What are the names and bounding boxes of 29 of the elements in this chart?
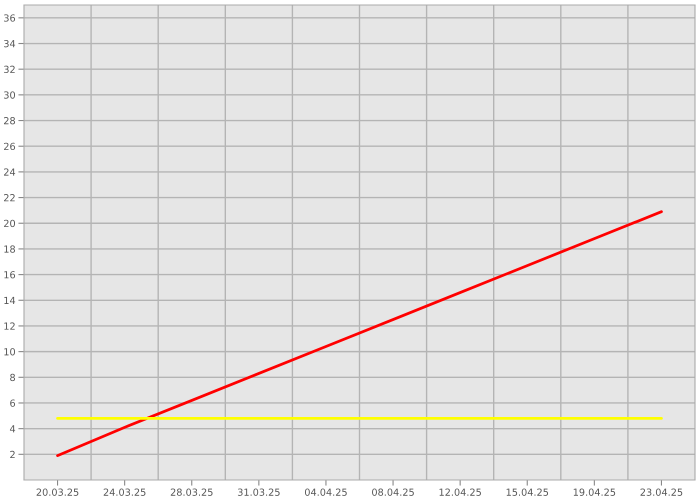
y-tick-label: 28 — [4, 117, 15, 124]
y-tick-label: 26 — [4, 142, 16, 150]
x-tick-label: 04.04.25 — [304, 488, 347, 496]
y-tick-label: 32 — [4, 66, 15, 74]
x-tick-label: 28.03.25 — [170, 488, 213, 496]
y-tick-label: 16 — [4, 271, 16, 278]
x-tick-label: 12.04.25 — [440, 488, 481, 496]
x-tick-label: 23.04.25 — [640, 488, 682, 496]
y-tick-label: 34 — [4, 40, 16, 48]
x-tick-label: 15.04.25 — [506, 488, 548, 496]
y-tick-label: 24 — [4, 168, 16, 176]
x-tick-label: 31.03.25 — [238, 488, 280, 496]
y-tick-label: 10 — [4, 348, 16, 356]
y-tick-label: 4 — [10, 425, 16, 432]
y-tick-label: 18 — [4, 245, 15, 253]
y-tick-label: 36 — [4, 14, 16, 22]
x-tick-label: 20.03.25 — [36, 488, 78, 496]
x-tick-label: 24.03.25 — [104, 488, 146, 496]
x-tick-label: 19.04.25 — [574, 488, 616, 496]
y-tick-label: 30 — [4, 91, 16, 99]
y-tick-label: 12 — [4, 322, 15, 330]
y-tick-label: 6 — [10, 399, 16, 407]
y-tick-label: 8 — [10, 374, 15, 382]
x-tick-label: 08.04.25 — [372, 488, 414, 496]
line-series — [56, 210, 663, 457]
y-tick-label: 2 — [10, 450, 15, 458]
y-tick-label: 20 — [4, 220, 16, 228]
y-tick-label: 14 — [4, 296, 16, 304]
y-tick-label: 22 — [4, 194, 15, 202]
